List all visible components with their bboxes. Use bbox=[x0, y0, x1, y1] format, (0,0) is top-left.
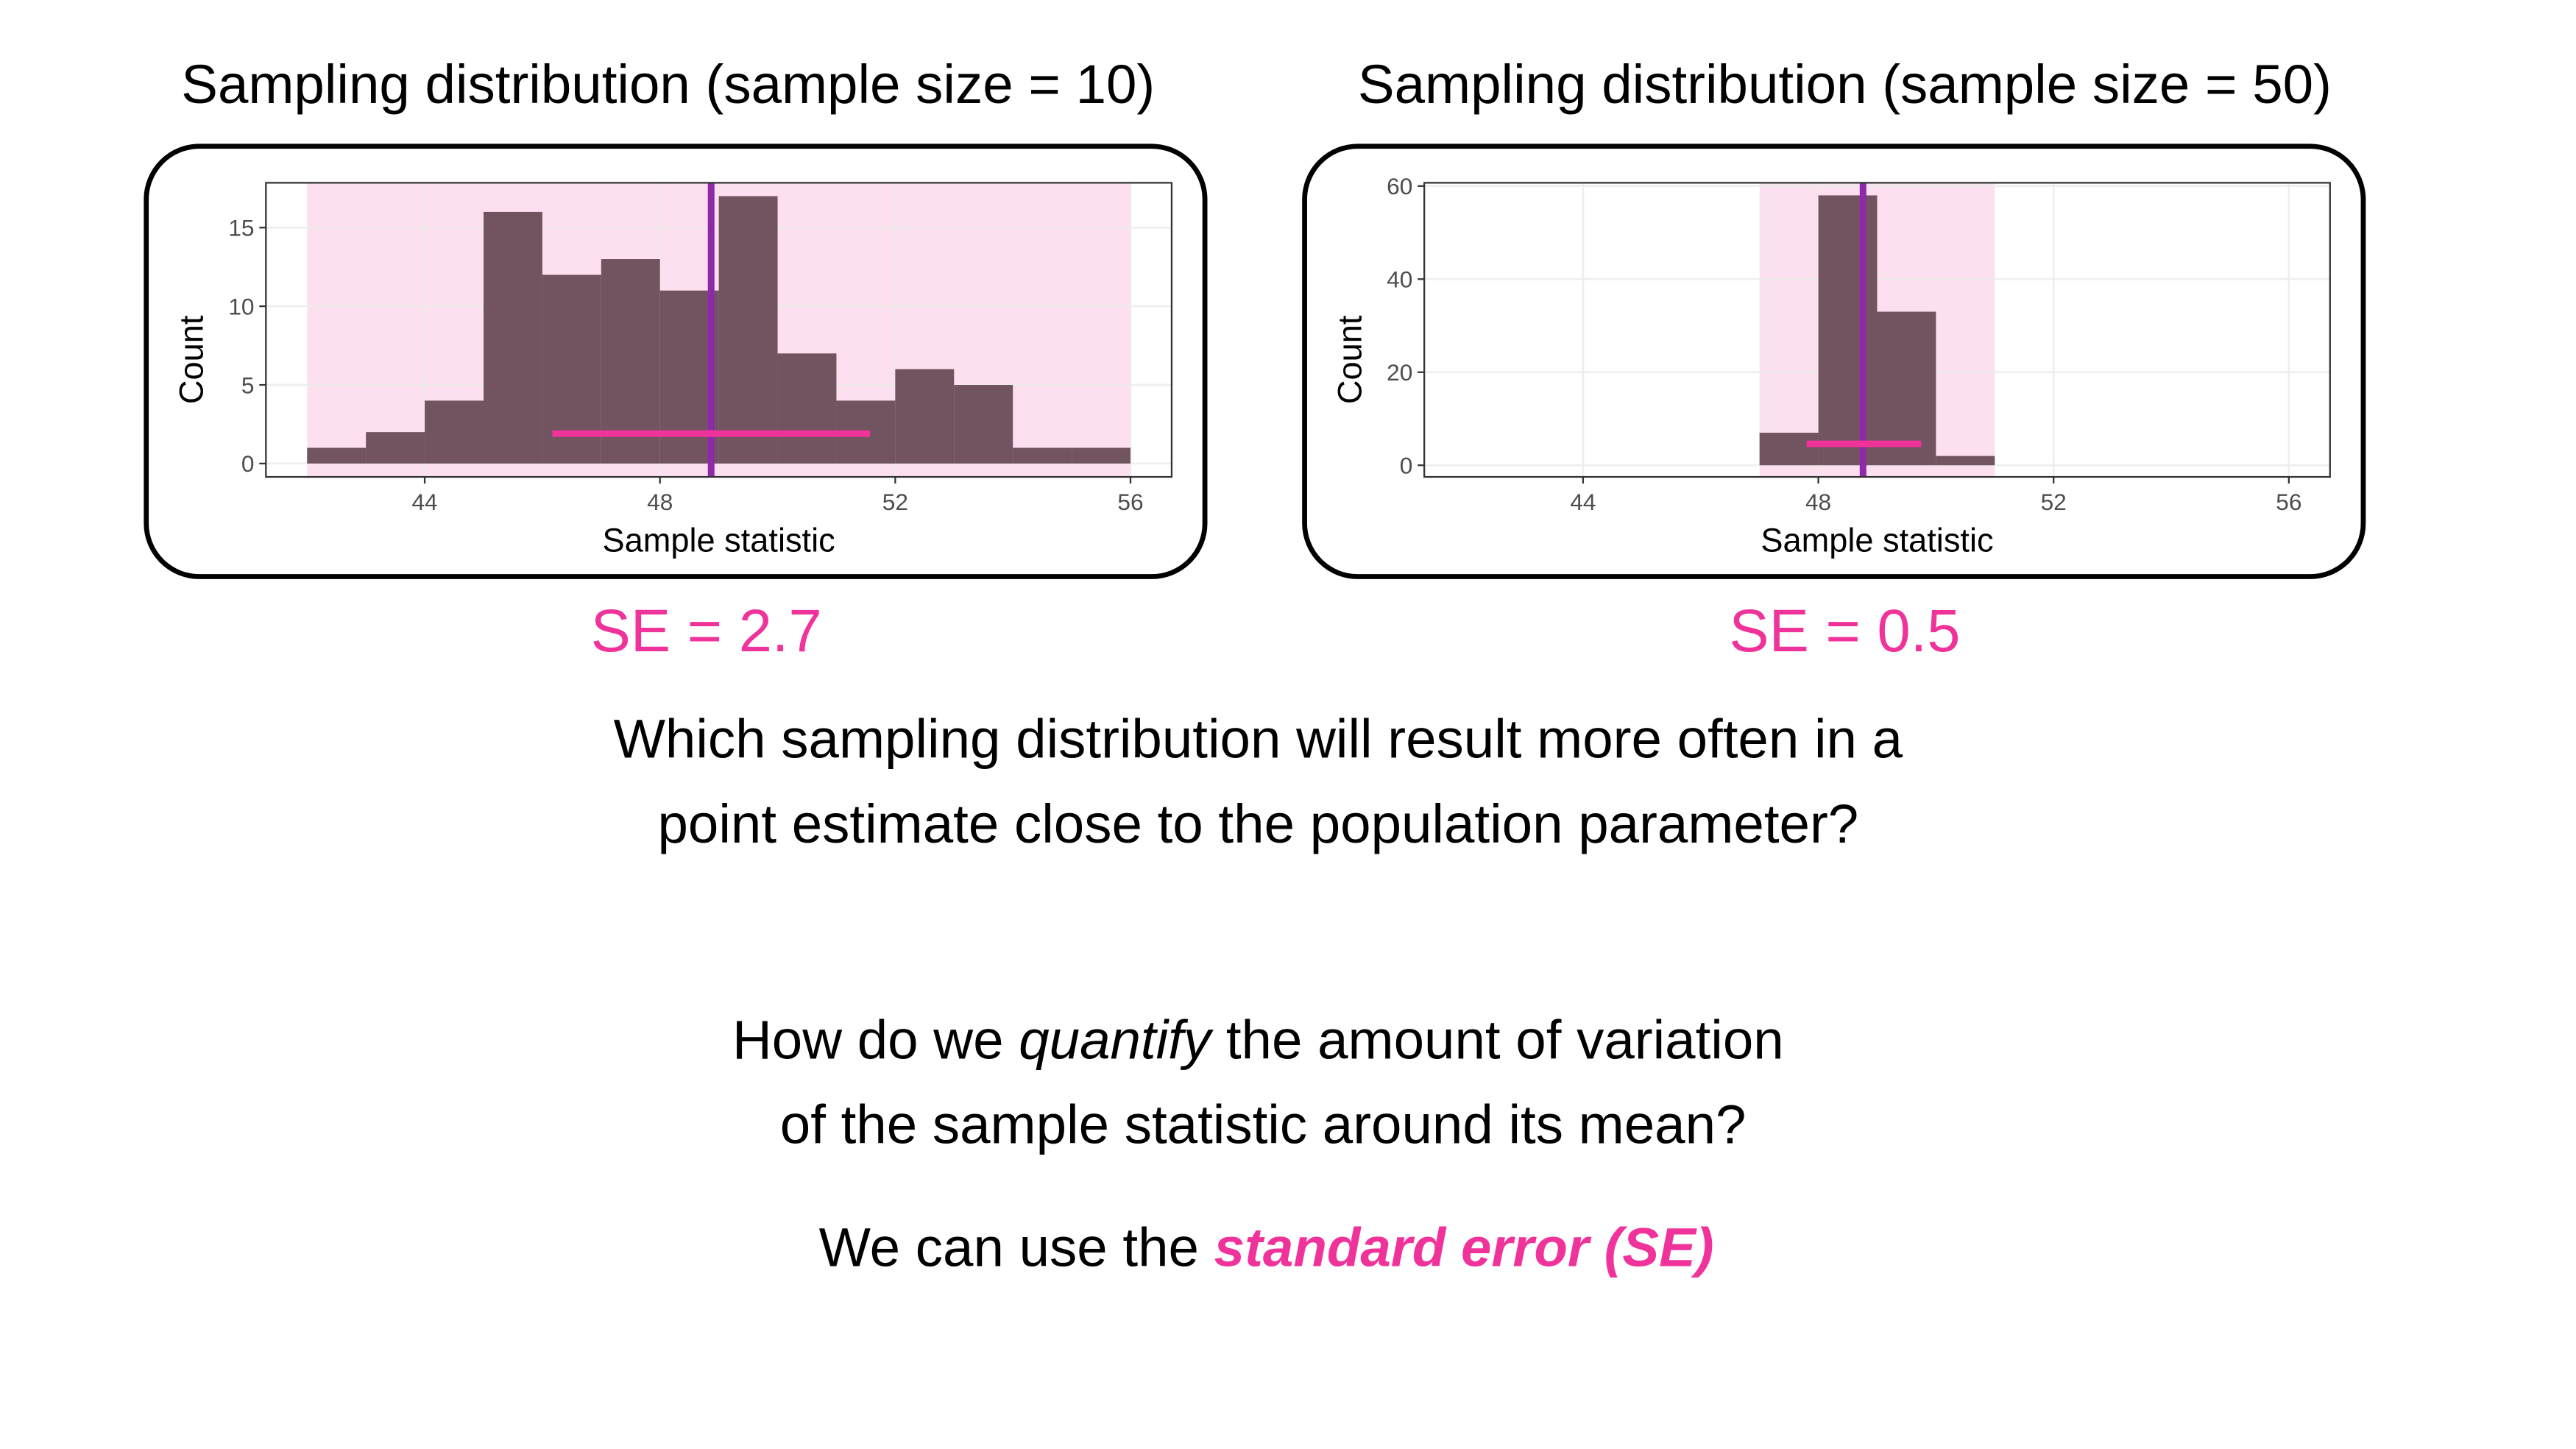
x-tick-label: 52 bbox=[882, 489, 908, 515]
bar bbox=[601, 259, 660, 464]
bar bbox=[718, 196, 778, 464]
answer-term: standard error (SE) bbox=[1214, 1217, 1714, 1278]
se-label: SE = 2.7 bbox=[591, 598, 822, 665]
bar bbox=[425, 400, 484, 464]
bar bbox=[307, 447, 367, 464]
question-line: Which sampling distribution will result … bbox=[614, 709, 1903, 770]
x-axis-title: Sample statistic bbox=[603, 522, 835, 559]
y-axis-title: Count bbox=[1331, 315, 1368, 404]
y-tick-label: 15 bbox=[228, 215, 254, 241]
x-tick-label: 56 bbox=[2276, 489, 2301, 515]
bar bbox=[1818, 195, 1878, 466]
bar bbox=[1759, 432, 1819, 466]
x-axis-title: Sample statistic bbox=[1761, 522, 1993, 559]
bar bbox=[1013, 447, 1072, 464]
se-label: SE = 0.5 bbox=[1729, 598, 1960, 665]
prompt-part: How do we bbox=[732, 1009, 1019, 1070]
x-tick-label: 48 bbox=[647, 489, 673, 515]
bar bbox=[954, 385, 1013, 464]
y-tick-label: 40 bbox=[1387, 266, 1412, 293]
bar bbox=[483, 211, 542, 464]
prompt-line: How do we quantify the amount of variati… bbox=[732, 1009, 1784, 1070]
bar bbox=[366, 432, 425, 464]
y-tick-label: 20 bbox=[1387, 359, 1412, 386]
x-tick-label: 44 bbox=[1570, 489, 1596, 515]
prompt-line: of the sample statistic around its mean? bbox=[780, 1094, 1747, 1155]
y-axis-title: Count bbox=[173, 315, 210, 404]
bar bbox=[1936, 456, 1995, 466]
bar bbox=[895, 369, 955, 464]
y-tick-label: 60 bbox=[1387, 173, 1412, 199]
prompt-part: the amount of variation bbox=[1211, 1009, 1784, 1070]
y-tick-label: 5 bbox=[241, 372, 255, 398]
prompt-emphasis: quantify bbox=[1019, 1009, 1214, 1070]
y-tick-label: 0 bbox=[241, 450, 255, 477]
panel-border bbox=[1423, 182, 2331, 478]
question-line: point estimate close to the population p… bbox=[657, 793, 1858, 854]
y-tick-label: 0 bbox=[1400, 453, 1413, 479]
x-tick-label: 56 bbox=[1117, 489, 1143, 515]
chart-title: Sampling distribution (sample size = 50) bbox=[1358, 54, 2332, 115]
answer-line: We can use the standard error (SE) bbox=[819, 1217, 1714, 1278]
answer-part: We can use the bbox=[819, 1217, 1214, 1278]
x-tick-label: 48 bbox=[1805, 489, 1831, 515]
x-tick-label: 52 bbox=[2041, 489, 2067, 515]
bar bbox=[777, 353, 837, 464]
bar bbox=[1072, 447, 1131, 464]
chart-title: Sampling distribution (sample size = 10) bbox=[181, 54, 1155, 115]
bar bbox=[1877, 311, 1936, 466]
x-tick-label: 44 bbox=[411, 489, 437, 515]
y-tick-label: 10 bbox=[228, 293, 254, 319]
panel-border bbox=[265, 182, 1173, 478]
